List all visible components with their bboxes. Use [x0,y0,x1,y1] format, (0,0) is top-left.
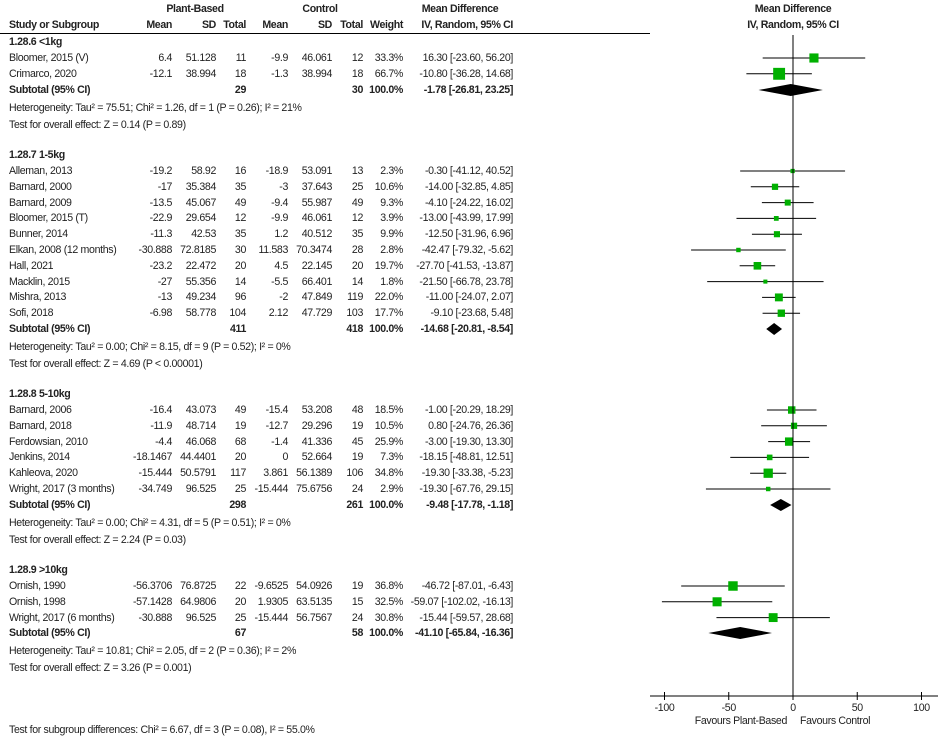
study-effect-square [778,310,785,317]
study-effect-square [785,200,791,206]
study-effect-square [791,423,797,429]
subtotal-diamond [766,323,782,335]
study-effect-square [754,262,762,270]
subtotal-diamond [759,84,823,96]
study-effect-square [772,184,778,190]
study-effect-square [728,581,737,590]
study-effect-square [763,280,767,284]
study-effect-square [767,455,773,461]
subtotal-diamond [770,499,791,511]
study-effect-square [809,53,818,62]
study-effect-square [788,406,795,413]
study-effect-square [713,597,722,606]
study-effect-square [775,293,783,301]
study-effect-square [773,68,785,80]
study-effect-square [764,469,773,478]
study-effect-square [785,437,793,445]
study-effect-square [766,487,770,491]
study-effect-square [774,216,779,221]
subtotal-diamond [708,627,772,639]
study-effect-square [736,248,740,252]
study-effect-square [769,613,778,622]
study-effect-square [774,231,780,237]
